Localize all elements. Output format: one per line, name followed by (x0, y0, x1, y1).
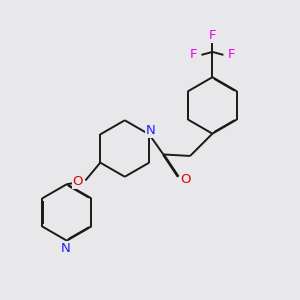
Text: O: O (73, 176, 83, 188)
Text: N: N (146, 124, 156, 137)
Text: F: F (209, 29, 216, 42)
Text: F: F (227, 48, 235, 62)
Text: O: O (180, 173, 191, 186)
Text: N: N (60, 242, 70, 255)
Text: F: F (190, 48, 197, 62)
